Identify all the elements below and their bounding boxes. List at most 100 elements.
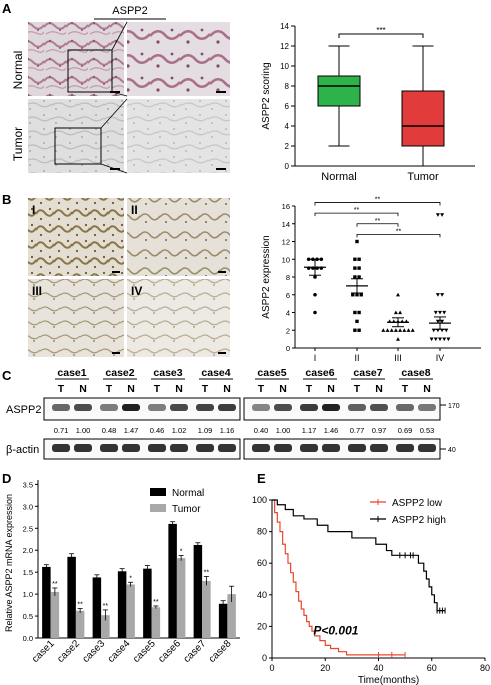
b-point bbox=[433, 310, 438, 315]
panel-b-label-iii: III bbox=[32, 284, 42, 298]
c-actin-band bbox=[100, 444, 118, 452]
c-actin-band bbox=[274, 444, 292, 452]
panel-label-c: C bbox=[2, 368, 12, 383]
e-x-tick-label: 0 bbox=[269, 663, 274, 673]
c-band-value: 1.17 bbox=[302, 426, 317, 435]
c-aspp2-blot-left bbox=[43, 397, 241, 421]
b-point bbox=[406, 328, 411, 332]
c-actin-band bbox=[396, 444, 414, 452]
c-case-label: case4 bbox=[201, 367, 230, 379]
d-bar-normal bbox=[42, 566, 51, 638]
b-point bbox=[433, 337, 438, 342]
d-significance-label: ** bbox=[52, 581, 58, 588]
b-significance-label: ** bbox=[396, 228, 402, 235]
c-aspp2-label: ASPP2 bbox=[6, 404, 41, 416]
c-case-label: case5 bbox=[257, 367, 286, 379]
d-y-axis-label: Relative ASPP2 mRNA expression bbox=[4, 494, 14, 632]
b-point bbox=[313, 310, 317, 315]
b-x-tick-label: I bbox=[314, 353, 317, 363]
b-point bbox=[398, 328, 403, 332]
d-legend-swatch bbox=[150, 504, 166, 512]
a-significance-label: *** bbox=[376, 26, 385, 35]
c-band-value: 0.69 bbox=[398, 426, 413, 435]
b-point bbox=[410, 328, 415, 332]
e-p-value: P<0.001 bbox=[313, 623, 358, 637]
c-band-value: 1.46 bbox=[324, 426, 339, 435]
b-point bbox=[393, 310, 398, 315]
c-aspp2-band bbox=[218, 404, 236, 411]
a-y-tick-label: 8 bbox=[285, 82, 290, 91]
b-point bbox=[313, 292, 317, 297]
c-lane-label: N bbox=[127, 383, 135, 395]
panel-label-b: B bbox=[2, 192, 12, 207]
b-y-tick-label: 14 bbox=[282, 220, 290, 229]
c-aspp2-band bbox=[74, 404, 92, 411]
b-point bbox=[357, 257, 361, 261]
b-significance-bracket bbox=[314, 212, 399, 217]
c-lane-label: T bbox=[354, 383, 361, 395]
d-bar-tumor bbox=[151, 607, 161, 638]
d-bar-normal bbox=[92, 577, 102, 638]
c-actin-band bbox=[418, 444, 436, 452]
c-lane-label: N bbox=[279, 383, 287, 395]
c-lane-label: T bbox=[306, 383, 313, 395]
d-x-tick-label: case3 bbox=[81, 638, 108, 665]
a-y-tick-label: 12 bbox=[280, 42, 289, 51]
c-actin-band bbox=[148, 444, 166, 452]
a-x-tick-label: Normal bbox=[321, 171, 356, 183]
d-x-tick-label: case8 bbox=[207, 638, 234, 665]
c-lane-label: N bbox=[327, 383, 335, 395]
c-aspp2-band bbox=[370, 404, 388, 411]
b-point bbox=[396, 337, 400, 341]
a-y-axis-label: ASPP2 scoring bbox=[261, 62, 272, 129]
d-y-tick-label: 2.5 bbox=[23, 524, 33, 533]
b-point bbox=[435, 213, 440, 217]
d-legend-label: Normal bbox=[172, 488, 204, 499]
d-y-tick-label: 0.0 bbox=[23, 634, 33, 643]
panel-a-title: ASPP2 bbox=[112, 5, 147, 17]
b-significance-bracket bbox=[356, 223, 399, 227]
a-y-tick-label: 2 bbox=[285, 142, 290, 151]
d-bar-tumor bbox=[227, 594, 236, 638]
b-point bbox=[351, 293, 355, 297]
e-curve-high bbox=[272, 499, 446, 612]
b-point bbox=[438, 337, 442, 342]
b-point bbox=[357, 266, 361, 270]
panel-b-micrographs: I II III IV bbox=[28, 198, 230, 357]
b-point bbox=[440, 319, 445, 324]
c-lane-label: T bbox=[58, 383, 65, 395]
c-lane-label: T bbox=[258, 383, 265, 395]
c-aspp2-band bbox=[252, 404, 270, 411]
c-band-value: 0.71 bbox=[54, 426, 69, 435]
d-y-tick-label: 3.5 bbox=[23, 480, 33, 489]
b-y-tick-label: 2 bbox=[286, 326, 290, 335]
b-point bbox=[353, 275, 357, 279]
c-actin-label: β-actin bbox=[6, 444, 39, 456]
c-lane-label: N bbox=[79, 383, 87, 395]
panel-a-boxplot: 0 2 4 6 8 10 12 14 ASPP2 scoring Normal Tumor *** bbox=[261, 22, 475, 183]
d-significance-label: ** bbox=[77, 602, 83, 609]
c-actin-band bbox=[170, 444, 188, 452]
b-x-tick-label: II bbox=[354, 353, 359, 363]
e-x-axis-label: Time(months) bbox=[358, 675, 419, 685]
c-band-value: 1.02 bbox=[172, 426, 187, 435]
b-y-tick-label: 6 bbox=[286, 291, 290, 300]
panel-b-label-ii: II bbox=[131, 203, 138, 217]
panel-label-a: A bbox=[2, 1, 12, 16]
e-legend-label: ASPP2 high bbox=[392, 515, 446, 526]
b-point bbox=[357, 275, 361, 279]
a-box-normal bbox=[317, 75, 361, 107]
c-lane-label: T bbox=[202, 383, 209, 395]
b-y-tick-label: 4 bbox=[286, 309, 290, 318]
e-y-tick-label: 60 bbox=[257, 558, 267, 568]
e-y-tick-label: 20 bbox=[257, 621, 267, 631]
panel-label-e: E bbox=[257, 471, 266, 486]
a-y-tick-label: 6 bbox=[285, 102, 290, 111]
c-band-value: 0.53 bbox=[420, 426, 435, 435]
c-actin-band bbox=[196, 444, 214, 452]
d-x-tick-label: case7 bbox=[182, 638, 209, 665]
e-y-tick-label: 40 bbox=[257, 590, 267, 600]
d-y-tick-label: 1.5 bbox=[23, 568, 33, 577]
c-lane-label: N bbox=[223, 383, 231, 395]
c-mw-top: 170 bbox=[448, 403, 460, 410]
